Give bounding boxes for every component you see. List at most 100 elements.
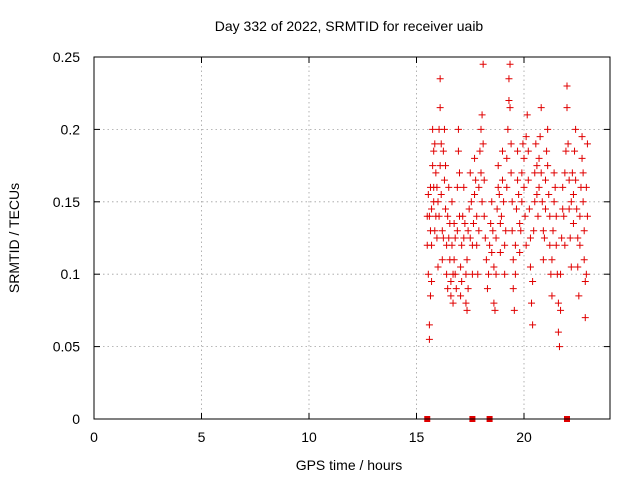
data-point [507, 169, 515, 177]
data-point [495, 191, 503, 199]
data-point [494, 183, 502, 191]
data-point [467, 198, 475, 206]
data-point [501, 241, 509, 249]
data-point [448, 198, 456, 206]
data-point [579, 169, 587, 177]
data-point [440, 125, 448, 133]
data-point [497, 212, 505, 220]
data-point [442, 162, 450, 170]
y-tick-label: 0.15 [53, 194, 80, 210]
data-point [579, 198, 587, 206]
data-point [565, 205, 573, 213]
data-point [462, 270, 470, 278]
data-point [499, 176, 506, 184]
x-tick-labels: 0 5 10 15 20 [90, 429, 532, 445]
data-point [544, 162, 552, 170]
plot-frame [93, 56, 611, 420]
data-point [480, 212, 488, 220]
data-point [511, 270, 519, 278]
data-point [436, 75, 444, 83]
data-point [510, 306, 518, 314]
data-point [526, 263, 534, 271]
data-point [445, 234, 453, 242]
data-point [466, 169, 474, 177]
data-point [478, 111, 486, 119]
data-point [552, 212, 560, 220]
data-point [466, 234, 474, 242]
data-point [563, 82, 571, 90]
data-point [533, 191, 541, 199]
data-point [582, 183, 590, 191]
data-point [520, 183, 528, 191]
data-point [558, 234, 566, 242]
data-point [502, 227, 510, 235]
data-point [519, 140, 527, 148]
data-point [555, 343, 563, 351]
data-point [550, 169, 558, 177]
data-point [487, 220, 495, 228]
data-point [522, 133, 530, 141]
data-point [518, 169, 526, 177]
data-point [431, 140, 439, 148]
data-point [483, 285, 491, 293]
data-point [503, 154, 511, 162]
data-point [580, 256, 588, 264]
data-point [478, 198, 486, 206]
data-point [524, 147, 532, 155]
data-point [472, 176, 480, 184]
data-point [491, 306, 499, 314]
data-point [565, 176, 573, 184]
data-point [490, 299, 498, 307]
data-point [444, 285, 452, 293]
data-point [463, 256, 471, 264]
data-point [506, 104, 514, 112]
x-tick-label: 5 [198, 429, 206, 445]
data-point [456, 169, 463, 177]
data-point [563, 104, 571, 112]
data-point [525, 205, 533, 213]
data-point [532, 140, 540, 148]
data-point [523, 111, 531, 119]
data-point [460, 234, 468, 242]
data-point [485, 270, 493, 278]
data-point [531, 169, 539, 177]
data-point [535, 183, 543, 191]
data-point [461, 220, 469, 228]
data-point [537, 104, 545, 112]
data-point [460, 183, 468, 191]
data-point [545, 191, 553, 199]
data-point [561, 241, 569, 249]
data-point [569, 220, 577, 228]
data-point [571, 147, 579, 155]
data-point [488, 198, 496, 206]
data-point [542, 205, 549, 213]
x-tick-label: 0 [90, 429, 98, 445]
data-point [428, 241, 436, 249]
data-point [444, 212, 452, 220]
data-point [547, 270, 555, 278]
data-point [453, 183, 461, 191]
axis-ticks [93, 56, 610, 420]
data-point [431, 227, 439, 235]
data-point [503, 183, 511, 191]
data-point [443, 270, 451, 278]
data-point [424, 191, 432, 199]
data-point [521, 212, 529, 220]
data-point [581, 277, 589, 285]
data-point [557, 270, 565, 278]
data-point [574, 234, 582, 242]
data-point [433, 183, 441, 191]
data-point [562, 147, 570, 155]
data-point [537, 169, 545, 177]
data-point [447, 277, 455, 285]
data-point [551, 183, 559, 191]
data-point [572, 176, 580, 184]
data-point [526, 234, 534, 242]
data-point [500, 198, 508, 206]
y-tick-label: 0 [72, 411, 80, 427]
data-point [425, 321, 433, 329]
data-point [437, 140, 445, 148]
x-axis-label: GPS time / hours [296, 457, 403, 473]
data-point [572, 125, 580, 133]
